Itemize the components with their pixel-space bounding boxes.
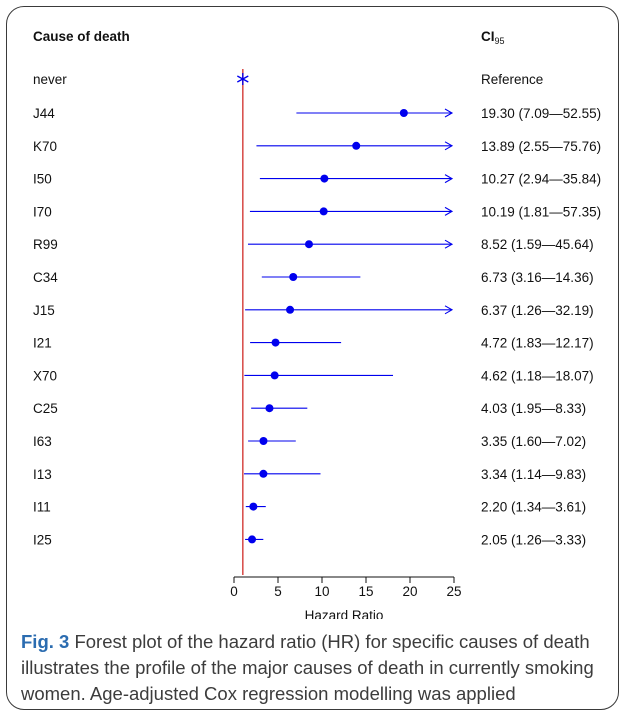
row-ci-I70: 10.19 (1.81—57.35) [481,204,601,219]
row-label-J15: J15 [33,303,55,318]
caption-text: Forest plot of the hazard ratio (HR) for… [21,631,594,704]
ci-arrow-I50 [444,174,454,184]
row-ci-X70: 4.62 (1.18—18.07) [481,368,594,383]
row-label-J44: J44 [33,106,55,121]
point-I70 [319,207,328,216]
x-tick-label-5: 5 [274,584,282,599]
row-ci-C34: 6.73 (3.16—14.36) [481,270,594,285]
row-ci-I25: 2.05 (1.26—3.33) [481,532,586,547]
row-ci-K70: 13.89 (2.55—75.76) [481,139,601,154]
row-ci-I21: 4.72 (1.83—12.17) [481,336,594,351]
point-R99 [304,240,313,249]
point-J15 [286,305,295,314]
point-K70 [352,141,361,150]
point-I11 [249,502,258,511]
row-label-I50: I50 [33,172,52,187]
row-ci-J15: 6.37 (1.26—32.19) [481,303,594,318]
point-I21 [271,338,280,347]
row-ci-reference: Reference [481,72,543,87]
row-label-R99: R99 [33,237,58,252]
row-ci-I50: 10.27 (2.94—35.84) [481,172,601,187]
point-I63 [259,437,268,445]
row-label-I70: I70 [33,204,52,219]
point-I25 [248,535,257,544]
ci-arrow-I70 [444,206,454,216]
row-label-I11: I11 [33,500,51,515]
row-label-I21: I21 [33,336,52,351]
x-tick-label-0: 0 [230,584,238,599]
row-ci-R99: 8.52 (1.59—45.64) [481,237,594,252]
star-stroke [236,75,249,83]
row-ci-I13: 3.34 (1.14—9.83) [481,467,586,482]
x-tick-label-20: 20 [402,584,417,599]
row-label-C25: C25 [33,401,58,416]
row-label-K70: K70 [33,139,57,154]
point-I13 [259,469,268,478]
row-label-I25: I25 [33,532,52,547]
reference-marker [236,73,249,85]
row-ci-J44: 19.30 (7.09—52.55) [481,106,601,121]
row-label-C34: C34 [33,270,58,285]
point-C25 [265,404,274,413]
ci-arrow-J44 [444,108,454,118]
header-cause: Cause of death [33,29,130,44]
point-I50 [320,174,329,183]
x-axis-label: Hazard Ratio [305,608,384,619]
ci-arrow-K70 [444,141,454,151]
row-label-X70: X70 [33,368,57,383]
forest-plot: Cause of death CI95 never Reference J44 19.3… [33,29,601,619]
point-J44 [399,109,408,117]
figure-label: Fig. 3 [21,631,70,652]
point-C34 [289,273,298,281]
row-label-I63: I63 [33,434,52,449]
figure-caption: Fig. 3 Forest plot of the hazard ratio (… [21,629,611,707]
row-ci-I63: 3.35 (1.60—7.02) [481,434,586,449]
x-tick-label-25: 25 [446,584,461,599]
row-ci-I11: 2.20 (1.34—3.61) [481,500,586,515]
ci-arrow-R99 [444,239,454,249]
row-label-I13: I13 [33,467,52,482]
x-tick-label-15: 15 [358,584,373,599]
x-tick-label-10: 10 [314,584,329,599]
row-label-reference: never [33,72,67,87]
ci-arrow-J15 [444,305,454,315]
header-ci: CI95 [481,29,505,46]
point-X70 [270,371,279,380]
row-ci-C25: 4.03 (1.95—8.33) [481,401,586,416]
figure-panel: Cause of death CI95 never Reference J44 19.3… [6,6,619,710]
header-ci-subscript: 95 [495,36,505,46]
